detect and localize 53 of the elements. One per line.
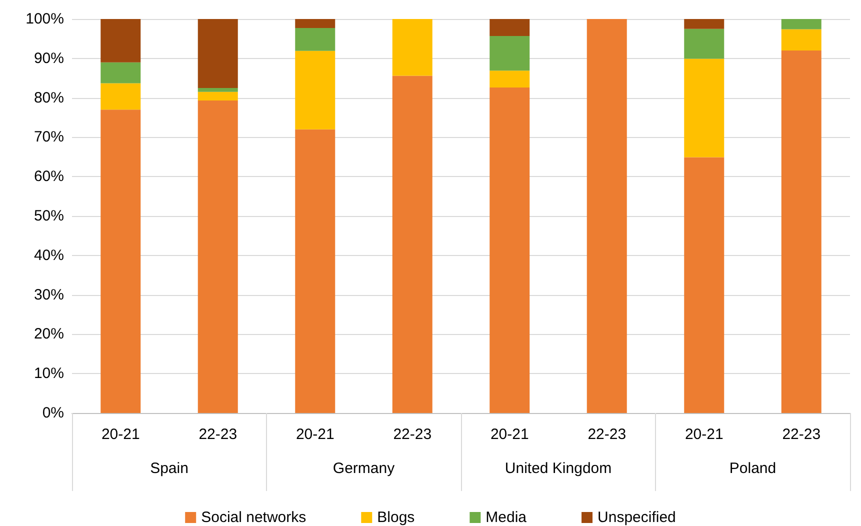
bar bbox=[684, 58, 724, 158]
text: Spain bbox=[150, 460, 188, 477]
x-tick-label: 22-23 bbox=[782, 426, 821, 443]
bar bbox=[490, 36, 530, 71]
x-tick-label: 20-21 bbox=[101, 426, 140, 443]
y-tick-label: 40% bbox=[34, 246, 64, 264]
text: United Kingdom bbox=[504, 460, 612, 477]
bar bbox=[198, 88, 238, 92]
bar bbox=[295, 129, 336, 413]
y-tick-label: 90% bbox=[34, 50, 64, 67]
y-tick-label: 10% bbox=[34, 365, 64, 382]
x-tick-label: 20-21 bbox=[490, 426, 529, 443]
y-tick-label: 70% bbox=[34, 128, 64, 146]
y-tick-label: 20% bbox=[34, 326, 64, 343]
legend-label: Social networks bbox=[201, 509, 306, 526]
text: Poland bbox=[729, 460, 776, 477]
bar bbox=[100, 62, 141, 84]
bar bbox=[198, 19, 238, 88]
bar bbox=[100, 83, 141, 110]
bar bbox=[490, 70, 530, 88]
bar bbox=[295, 28, 336, 51]
bar bbox=[392, 19, 432, 76]
bar bbox=[295, 19, 336, 28]
bar bbox=[781, 19, 822, 30]
x-tick-label: 22-23 bbox=[588, 426, 626, 443]
bar bbox=[198, 92, 238, 101]
y-tick-label: 80% bbox=[34, 89, 64, 106]
y-tick-label: 100% bbox=[26, 10, 64, 28]
bar bbox=[490, 88, 530, 413]
bar bbox=[684, 157, 724, 413]
bar bbox=[100, 110, 141, 413]
y-tick-label: 60% bbox=[34, 168, 64, 186]
bar bbox=[781, 29, 822, 51]
x-tick-label: 22-23 bbox=[393, 426, 432, 443]
legend-label: Blogs bbox=[377, 509, 415, 526]
bar bbox=[198, 100, 238, 413]
x-tick-label: 22-23 bbox=[198, 426, 238, 443]
x-tick-label: 20-21 bbox=[296, 426, 334, 443]
y-tick-label: 50% bbox=[34, 208, 64, 224]
bar bbox=[781, 50, 822, 413]
legend-label: Unspecified bbox=[598, 509, 676, 526]
bar bbox=[100, 19, 141, 62]
y-tick-label: 30% bbox=[34, 286, 64, 304]
bar bbox=[684, 19, 724, 29]
bar bbox=[392, 76, 432, 413]
text: Germany bbox=[332, 460, 396, 477]
x-tick-label: 20-21 bbox=[684, 426, 724, 443]
bar bbox=[684, 28, 724, 59]
bar bbox=[490, 19, 530, 36]
bar bbox=[295, 50, 336, 130]
y-tick-label: 0% bbox=[42, 404, 64, 422]
legend-label: Media bbox=[486, 509, 528, 526]
bar bbox=[586, 19, 627, 413]
